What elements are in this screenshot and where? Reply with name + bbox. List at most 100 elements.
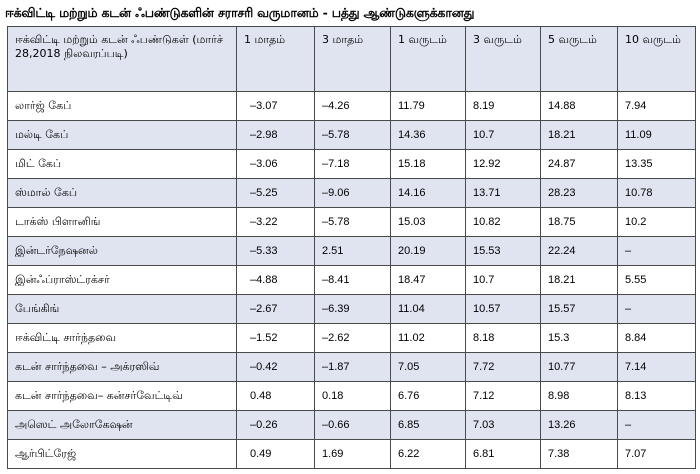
table-row: கடன் சார்ந்தவை– கன்சர்வேட்டிவ் 0.48 0.18 6.…	[7, 381, 696, 411]
table-row: டாக்ஸ் பிளானிங் –3.22 –5.78 15.03 10.82 18.75…	[7, 207, 696, 237]
return-3-month-cell: 1.69	[314, 439, 391, 469]
fund-category-cell: ஈக்விட்டி சார்ந்தவை	[7, 323, 237, 353]
return-1-year-cell: 14.16	[390, 178, 466, 208]
return-1-month-cell: –3.07	[236, 91, 315, 121]
column-header-3-year: 3 வருடம்	[465, 26, 541, 92]
fund-category-cell: கடன் சார்ந்தவை– கன்சர்வேட்டிவ்	[7, 381, 237, 411]
table-row: மல்டி கேப் –2.98 –5.78 14.36 10.7 18.21 11.09	[7, 120, 696, 150]
fund-category-cell: இன்ஃப்ராஸ்ட்ரக்சர்	[7, 265, 237, 295]
return-10-year-cell: –	[617, 410, 696, 440]
return-1-year-cell: 15.03	[390, 207, 466, 237]
column-header-1-year: 1 வருடம்	[390, 26, 466, 92]
table-row: இன்டர்நேஷனல் –5.33 2.51 20.19 15.53 22.24–	[7, 236, 696, 266]
return-3-month-cell: –5.78	[314, 207, 391, 237]
column-header-3-month: 3 மாதம்	[314, 26, 391, 92]
return-5-year-cell: 24.87	[540, 149, 618, 179]
return-3-year-cell: 10.57	[465, 294, 541, 324]
return-5-year-cell: 18.75	[540, 207, 618, 237]
return-3-year-cell: 8.18	[465, 323, 541, 353]
return-1-year-cell: 18.47	[390, 265, 466, 295]
return-10-year-cell: 8.13	[617, 381, 696, 411]
return-3-year-cell: 10.7	[465, 120, 541, 150]
table-row: மிட் கேப் –3.06 –7.18 15.18 12.92 24.87 13.35	[7, 149, 696, 179]
return-5-year-cell: 22.24	[540, 236, 618, 266]
return-1-month-cell: –0.26	[236, 410, 315, 440]
fund-category-cell: லார்ஜ் கேப்	[7, 91, 237, 121]
return-10-year-cell: 7.07	[617, 439, 696, 469]
return-3-month-cell: –7.18	[314, 149, 391, 179]
return-5-year-cell: 7.38	[540, 439, 618, 469]
fund-category-cell: பேங்கிங்	[7, 294, 237, 324]
fund-category-cell: மிட் கேப்	[7, 149, 237, 179]
return-1-year-cell: 6.85	[390, 410, 466, 440]
column-header-5-year: 5 வருடம்	[540, 26, 618, 92]
return-10-year-cell: 7.14	[617, 352, 696, 382]
table-row: இன்ஃப்ராஸ்ட்ரக்சர் –4.88 –8.41 18.47 10.7 18.…	[7, 265, 696, 295]
return-5-year-cell: 18.21	[540, 120, 618, 150]
return-1-year-cell: 20.19	[390, 236, 466, 266]
return-1-month-cell: –4.88	[236, 265, 315, 295]
table-row: பேங்கிங் –2.67 –6.39 11.04 10.57 15.57–	[7, 294, 696, 324]
return-1-month-cell: 0.48	[236, 381, 315, 411]
return-1-year-cell: 6.76	[390, 381, 466, 411]
table-row: அஸெட் அலோகேஷன் –0.26 –0.66 6.85 7.03 13.26–	[7, 410, 696, 440]
return-3-year-cell: 7.03	[465, 410, 541, 440]
table-body: லார்ஜ் கேப் –3.07 –4.26 11.79 8.19 14.88 7.94 ம…	[7, 91, 696, 469]
page-title: ஈக்விட்டி மற்றும் கடன் ஃபண்டுகளின் சராசர…	[5, 5, 475, 20]
return-3-year-cell: 12.92	[465, 149, 541, 179]
table-row: கடன் சார்ந்தவை – அக்ரஸிவ் –0.42 –1.87 7.05 7…	[7, 352, 696, 382]
return-3-year-cell: 8.19	[465, 91, 541, 121]
return-1-year-cell: 6.22	[390, 439, 466, 469]
return-1-year-cell: 11.04	[390, 294, 466, 324]
return-1-year-cell: 7.05	[390, 352, 466, 382]
return-10-year-cell: –	[617, 236, 696, 266]
fund-category-cell: ஸ்மால் கேப்	[7, 178, 237, 208]
returns-table: ஈக்விட்டி மற்றும் கடன் ஃபண்டுகள் (மார்ச்…	[7, 26, 696, 469]
return-1-month-cell: –2.98	[236, 120, 315, 150]
return-3-year-cell: 10.82	[465, 207, 541, 237]
return-10-year-cell: 5.55	[617, 265, 696, 295]
fund-category-cell: அஸெட் அலோகேஷன்	[7, 410, 237, 440]
return-3-month-cell: –0.66	[314, 410, 391, 440]
fund-category-cell: மல்டி கேப்	[7, 120, 237, 150]
return-5-year-cell: 10.77	[540, 352, 618, 382]
return-1-month-cell: –3.06	[236, 149, 315, 179]
return-3-year-cell: 7.72	[465, 352, 541, 382]
return-10-year-cell: 10.78	[617, 178, 696, 208]
return-5-year-cell: 15.57	[540, 294, 618, 324]
return-10-year-cell: 13.35	[617, 149, 696, 179]
fund-category-cell: டாக்ஸ் பிளானிங்	[7, 207, 237, 237]
fund-category-cell: கடன் சார்ந்தவை – அக்ரஸிவ்	[7, 352, 237, 382]
return-1-year-cell: 11.79	[390, 91, 466, 121]
return-3-month-cell: –9.06	[314, 178, 391, 208]
return-1-year-cell: 15.18	[390, 149, 466, 179]
return-3-year-cell: 13.71	[465, 178, 541, 208]
column-header-1-month: 1 மாதம்	[236, 26, 315, 92]
table-row: லார்ஜ் கேப் –3.07 –4.26 11.79 8.19 14.88 7.94	[7, 91, 696, 121]
return-1-year-cell: 14.36	[390, 120, 466, 150]
return-5-year-cell: 28.23	[540, 178, 618, 208]
return-3-month-cell: –5.78	[314, 120, 391, 150]
return-5-year-cell: 15.3	[540, 323, 618, 353]
return-10-year-cell: 8.84	[617, 323, 696, 353]
return-3-month-cell: –8.41	[314, 265, 391, 295]
return-10-year-cell: 7.94	[617, 91, 696, 121]
return-1-month-cell: –0.42	[236, 352, 315, 382]
return-1-month-cell: 0.49	[236, 439, 315, 469]
return-3-month-cell: –6.39	[314, 294, 391, 324]
return-3-year-cell: 6.81	[465, 439, 541, 469]
return-5-year-cell: 8.98	[540, 381, 618, 411]
return-3-year-cell: 7.12	[465, 381, 541, 411]
column-header-fund-category: ஈக்விட்டி மற்றும் கடன் ஃபண்டுகள் (மார்ச்…	[7, 26, 237, 92]
return-5-year-cell: 18.21	[540, 265, 618, 295]
return-3-month-cell: –4.26	[314, 91, 391, 121]
return-3-month-cell: 0.18	[314, 381, 391, 411]
table-row: ஈக்விட்டி சார்ந்தவை –1.52 –2.62 11.02 8.18 15…	[7, 323, 696, 353]
return-10-year-cell: –	[617, 294, 696, 324]
table-row: ஆர்பிட்ரேஜ் 0.49 1.69 6.22 6.81 7.38 7.07	[7, 439, 696, 469]
return-10-year-cell: 11.09	[617, 120, 696, 150]
return-1-month-cell: –5.25	[236, 178, 315, 208]
return-3-year-cell: 10.7	[465, 265, 541, 295]
fund-category-cell: ஆர்பிட்ரேஜ்	[7, 439, 237, 469]
return-5-year-cell: 14.88	[540, 91, 618, 121]
